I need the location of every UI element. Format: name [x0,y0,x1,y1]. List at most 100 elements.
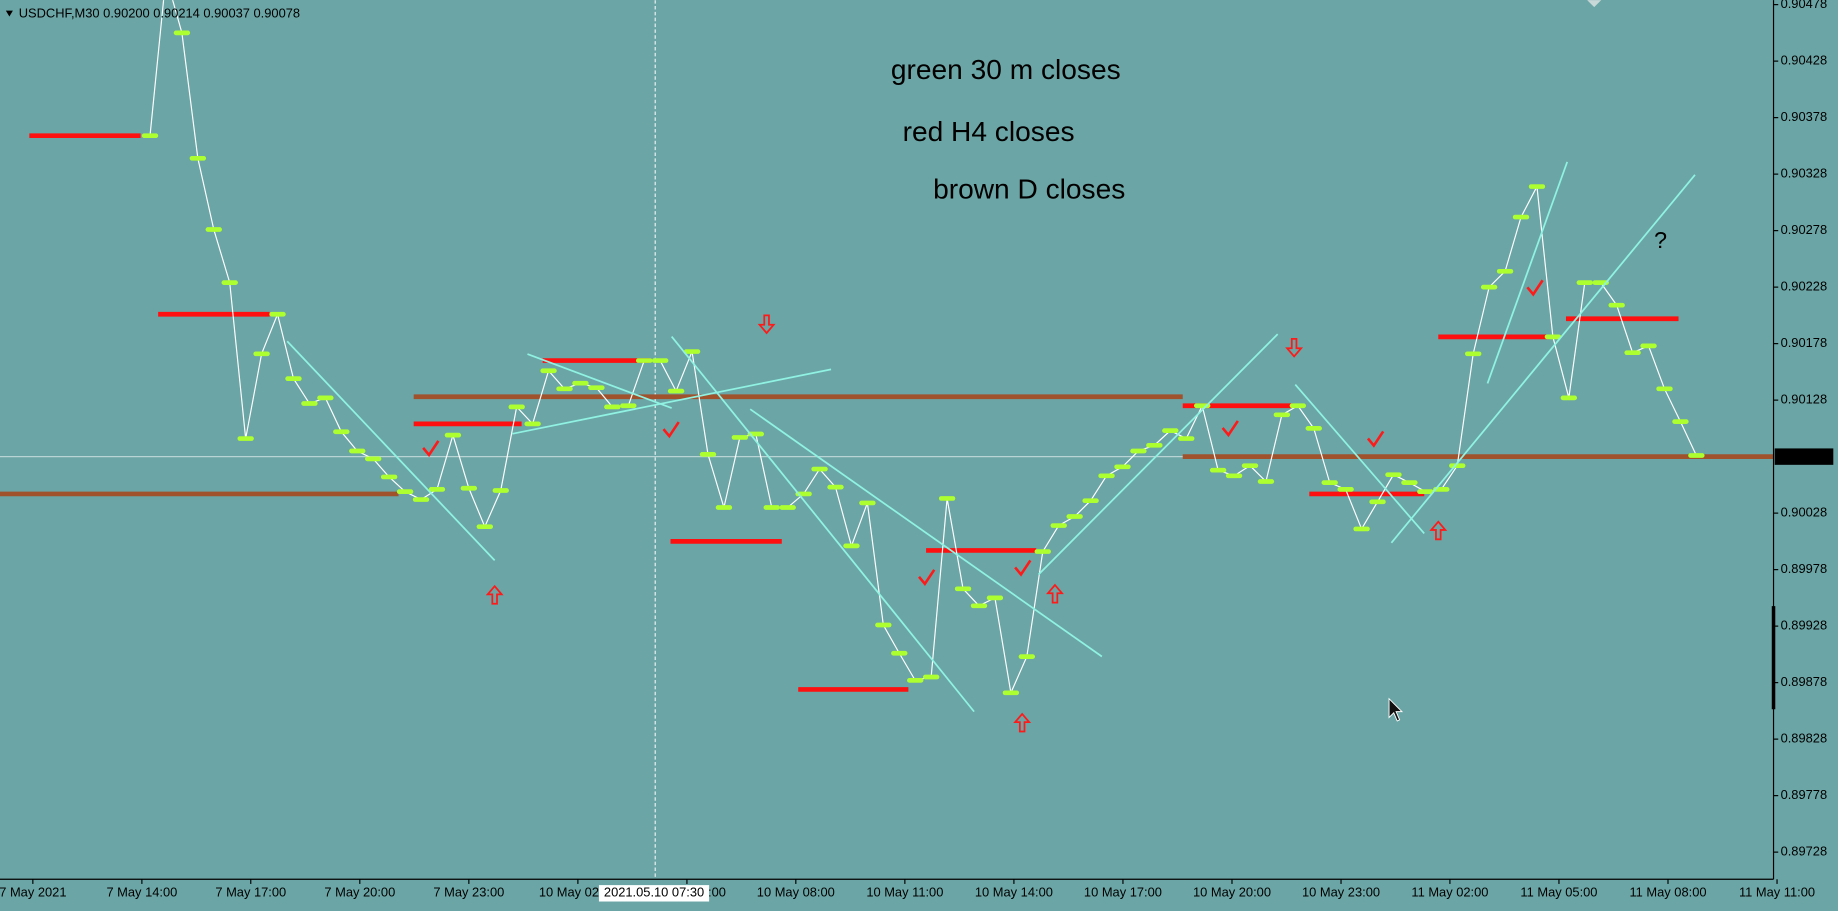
close-marker [636,358,653,363]
crosshair-label: 2021.05.10 07:30 [604,885,704,900]
close-marker [1178,436,1195,441]
close-marker [907,678,924,683]
annotation: red H4 closes [903,116,1075,147]
x-tick-label: 11 May 02:00 [1411,885,1488,900]
chart-title: USDCHF,M30 0.90200 0.90214 0.90037 0.900… [19,6,300,21]
close-marker [970,603,988,609]
trend-line [1037,333,1279,576]
close-marker [1688,453,1705,458]
close-marker [683,349,701,354]
close-marker [1480,284,1498,290]
annotation: brown D closes [933,174,1125,205]
menu-triangle [5,10,13,17]
close-marker [843,543,860,549]
close-marker [428,487,446,492]
close-marker [891,650,908,656]
close-marker [1098,473,1115,479]
trend-line [286,340,496,562]
mouse-cursor [1388,697,1404,722]
check-mark [662,421,680,439]
y-tick-label: 0.89828 [1781,731,1828,746]
close-marker [508,404,525,410]
x-tick-label: 11 May 08:00 [1629,885,1706,900]
x-tick-label: 11 May 11:00 [1739,885,1815,900]
close-marker [1528,184,1546,189]
y-tick-label: 0.90128 [1781,392,1828,407]
close-marker [667,388,685,394]
close-marker [731,435,749,440]
x-tick-label: 7 May 14:00 [106,885,177,900]
close-marker [301,401,318,406]
trend-line [527,353,672,409]
current-price-label: 0.90078 [1781,448,1828,463]
y-tick-label: 0.89778 [1781,787,1828,802]
close-marker [938,496,956,501]
plot-area [0,0,1774,880]
close-marker [1130,448,1147,454]
y-tick-label: 0.90328 [1781,166,1828,181]
close-marker [859,500,876,506]
check-mark [1014,559,1032,577]
close-marker [827,484,844,490]
close-marker [1066,514,1083,519]
close-marker [221,280,238,285]
close-marker [1512,214,1530,220]
close-marker [141,133,159,139]
close-marker [1576,280,1593,285]
x-tick-label: 7 May 2021 [0,885,66,900]
close-marker [349,448,366,454]
annotation-marks [422,279,1544,733]
close-marker [460,485,478,491]
close-marker [1401,480,1418,485]
close-marker [492,488,509,493]
y-tick-label: 0.89878 [1781,674,1828,689]
check-mark [1366,430,1385,448]
close-marker [1273,412,1291,418]
down-arrow [1285,337,1304,358]
close-marker [1369,499,1386,505]
close-marker [588,385,605,391]
close-marker [189,155,207,161]
close-marker [1209,467,1227,473]
trend-line [512,368,832,435]
check-mark [1526,279,1544,297]
close-marker [811,466,828,472]
close-marker [1353,526,1370,532]
close-marker [1146,442,1163,448]
close-marker [444,432,462,438]
close-marker [205,227,222,232]
y-tick-label: 0.90028 [1781,505,1828,520]
close-marker [699,452,717,457]
close-marker [173,30,191,36]
close-marker [285,376,302,381]
close-marker [779,505,796,510]
close-marker [1225,473,1243,479]
trend-line [749,408,1103,658]
shift-marker [1587,0,1602,8]
close-marker [540,368,557,374]
close-marker [572,380,589,386]
close-marker [875,622,892,628]
x-tick-label: 10 May 17:00 [1084,885,1162,900]
close-marker [1018,654,1036,659]
check-mark [1221,420,1239,438]
crosshair-label-box [598,885,710,902]
y-tick-label: 0.89728 [1781,844,1828,859]
close-marker [1560,395,1578,401]
check-mark [918,569,936,587]
close-marker [1385,472,1402,478]
close-marker [1305,426,1322,431]
close-marker [556,386,573,392]
close-marker [364,456,382,462]
x-tick-label: 10 May 02:00 [539,885,617,900]
y-tick-label: 0.90478 [1781,0,1828,11]
close-marker [1544,334,1562,340]
y-tick-label: 0.90228 [1781,279,1828,294]
annotation: ? [1654,227,1667,253]
y-tick-label: 0.89928 [1781,618,1828,633]
x-tick-label: 10 May 14:00 [975,885,1053,900]
trend-lines [286,161,1696,713]
close-marker [1656,386,1673,392]
down-arrow [757,314,776,335]
close-marker [922,674,940,680]
